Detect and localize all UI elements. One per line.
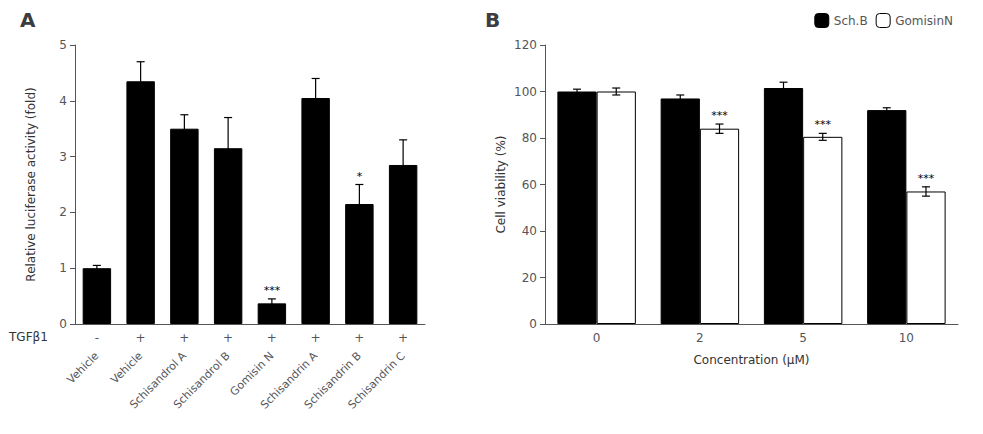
svg-text:-: -	[95, 331, 99, 345]
svg-text:3: 3	[59, 150, 67, 164]
svg-text:Vehicle: Vehicle	[64, 349, 101, 386]
svg-text:Vehicle: Vehicle	[108, 349, 145, 386]
svg-text:+: +	[267, 331, 277, 345]
svg-text:40: 40	[522, 224, 537, 238]
svg-text:100: 100	[514, 85, 537, 99]
svg-text:1: 1	[59, 261, 67, 275]
svg-text:Schisandrin A: Schisandrin A	[258, 349, 321, 412]
svg-text:+: +	[398, 331, 408, 345]
svg-text:GomisinN: GomisinN	[895, 14, 953, 28]
svg-text:Cell viability (%): Cell viability (%)	[494, 135, 508, 233]
svg-text:*: *	[357, 170, 363, 183]
svg-text:0: 0	[593, 331, 601, 345]
svg-text:5: 5	[799, 331, 807, 345]
svg-text:4: 4	[59, 94, 67, 108]
svg-text:2: 2	[59, 205, 67, 219]
svg-text:A: A	[20, 8, 36, 32]
svg-text:Schisandrol B: Schisandrol B	[171, 349, 233, 411]
svg-text:Schisandrol A: Schisandrol A	[127, 349, 189, 412]
svg-text:0: 0	[529, 317, 537, 331]
svg-text:5: 5	[59, 38, 67, 52]
svg-text:Gomisin N: Gomisin N	[227, 349, 277, 399]
svg-text:Concentration (μM): Concentration (μM)	[693, 353, 809, 367]
svg-text:+: +	[179, 331, 189, 345]
svg-text:60: 60	[522, 178, 537, 192]
svg-text:10: 10	[899, 331, 914, 345]
svg-text:***: ***	[264, 284, 281, 297]
svg-text:0: 0	[59, 317, 67, 331]
svg-text:Schisandrin C: Schisandrin C	[345, 349, 408, 412]
svg-text:80: 80	[522, 131, 537, 145]
svg-text:Schisandrin B: Schisandrin B	[301, 349, 364, 412]
svg-text:Relative luciferase activity (: Relative luciferase activity (fold)	[24, 87, 38, 281]
svg-text:***: ***	[711, 109, 728, 122]
svg-text:***: ***	[918, 172, 935, 185]
svg-text:***: ***	[814, 118, 831, 131]
svg-text:B: B	[485, 8, 500, 32]
svg-text:+: +	[354, 331, 364, 345]
svg-text:+: +	[311, 331, 321, 345]
svg-text:120: 120	[514, 38, 537, 52]
svg-text:+: +	[223, 331, 233, 345]
svg-text:20: 20	[522, 271, 537, 285]
svg-text:2: 2	[696, 331, 704, 345]
svg-text:Sch.B: Sch.B	[834, 14, 868, 28]
svg-text:TGFβ1: TGFβ1	[8, 330, 48, 344]
svg-text:+: +	[136, 331, 146, 345]
